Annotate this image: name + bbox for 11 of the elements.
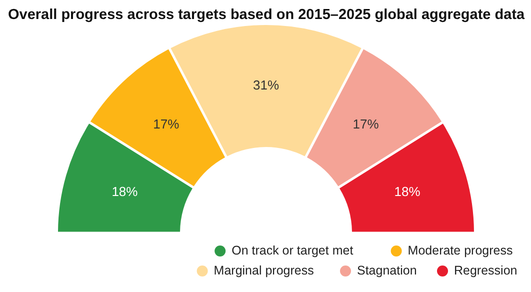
- legend-label: Marginal progress: [214, 263, 314, 278]
- data-label: 18%: [394, 184, 421, 199]
- chart-title: Overall progress across targets based on 2015–2025 global aggregate data: [8, 7, 526, 23]
- data-label: 17%: [153, 116, 180, 132]
- legend-label: On track or target met: [232, 243, 354, 258]
- data-label: 18%: [112, 184, 138, 199]
- data-label: 31%: [252, 77, 280, 92]
- legend-label: Moderate progress: [408, 243, 513, 258]
- legend-label: Stagnation: [357, 263, 417, 278]
- data-label: 17%: [352, 116, 380, 132]
- legend-label: Regression: [454, 263, 518, 278]
